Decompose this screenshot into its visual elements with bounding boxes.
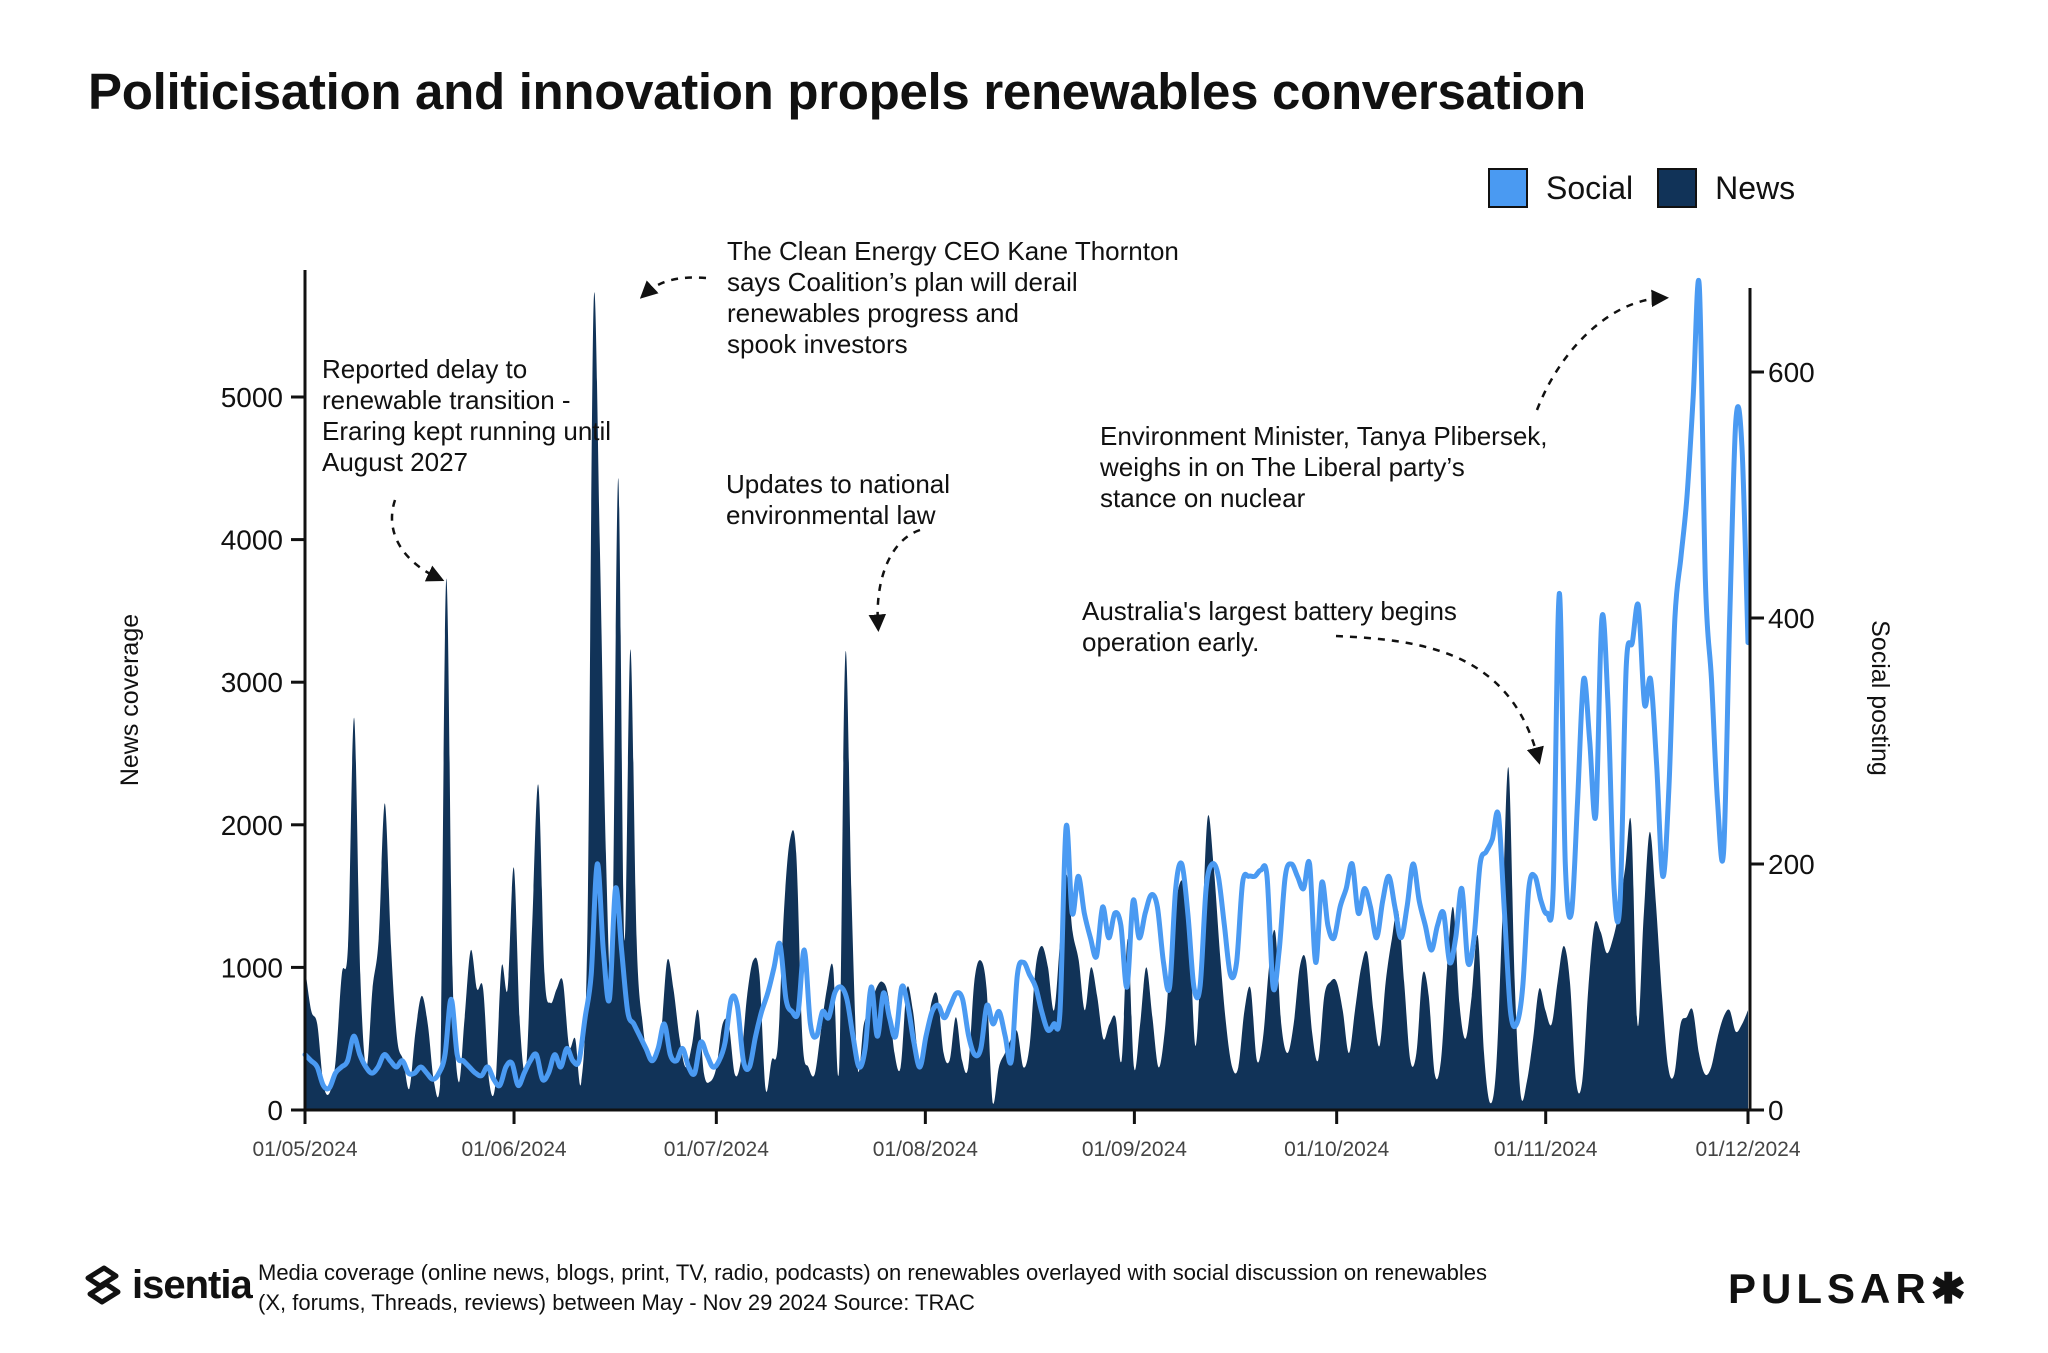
annotation-text: Australia's largest battery begins xyxy=(1082,596,1457,626)
annotation-arrow xyxy=(390,499,445,582)
footer-line-1: Media coverage (online news, blogs, prin… xyxy=(258,1260,1488,1285)
y-right-tick-label: 600 xyxy=(1768,357,1815,388)
x-tick-label: 01/05/2024 xyxy=(252,1138,357,1161)
y-axis-right-title: Social posting xyxy=(1866,620,1894,776)
legend-swatch-social xyxy=(1488,168,1528,208)
isentia-wordmark: isentia xyxy=(132,1262,253,1307)
x-tick-label: 01/06/2024 xyxy=(461,1138,566,1161)
annotation-text: spook investors xyxy=(727,329,908,359)
annotation-text: Environment Minister, Tanya Plibersek, xyxy=(1100,421,1548,451)
annotation-arrow xyxy=(1335,634,1544,765)
annotation-arrow xyxy=(868,528,921,632)
annotation-text: August 2027 xyxy=(322,447,468,477)
y-left-tick-label: 5000 xyxy=(221,382,283,413)
pulsar-logo: PULSAR✱ xyxy=(1728,1265,1971,1312)
annotation-arrow xyxy=(1535,289,1669,411)
footer-line-2: (X, forums, Threads, reviews) between Ma… xyxy=(258,1290,975,1315)
annotation-text: Reported delay to xyxy=(322,354,527,384)
annotation-text: renewable transition - xyxy=(322,385,571,415)
x-tick-label: 01/12/2024 xyxy=(1695,1138,1800,1161)
y-left-tick-label: 1000 xyxy=(221,952,283,983)
chart-title: Politicisation and innovation propels re… xyxy=(88,63,1586,120)
y-left-tick-label: 3000 xyxy=(221,667,283,698)
y-axis-left-title: News coverage xyxy=(116,614,144,786)
y-right-tick-label: 200 xyxy=(1768,849,1815,880)
legend-swatch-news xyxy=(1657,168,1698,208)
annotation-text: weighs in on The Liberal party’s xyxy=(1099,452,1465,482)
y-left-tick-label: 2000 xyxy=(221,810,283,841)
chart-legend: Social News xyxy=(1488,168,1801,208)
annotation-text: The Clean Energy CEO Kane Thornton xyxy=(727,236,1179,266)
x-tick-label: 01/09/2024 xyxy=(1082,1138,1187,1161)
annotation-text: operation early. xyxy=(1082,627,1259,657)
y-left-tick-label: 4000 xyxy=(221,525,283,556)
legend-item-news: News xyxy=(1657,168,1795,208)
y-right-tick-label: 0 xyxy=(1768,1095,1784,1126)
x-tick-label: 01/07/2024 xyxy=(664,1138,769,1161)
annotation-arrow xyxy=(639,276,707,299)
annotation-text: renewables progress and xyxy=(727,298,1019,328)
social-line-series xyxy=(302,278,1751,1092)
legend-label-news: News xyxy=(1715,169,1796,206)
x-tick-label: 01/08/2024 xyxy=(873,1138,978,1161)
x-tick-label: 01/10/2024 xyxy=(1284,1138,1389,1161)
annotation-text: stance on nuclear xyxy=(1100,483,1306,513)
isentia-mark-icon xyxy=(85,1265,121,1305)
annotation-text: Eraring kept running until xyxy=(322,416,611,446)
legend-label-social: Social xyxy=(1546,169,1634,206)
annotation-text: environmental law xyxy=(726,500,936,530)
annotation-text: Updates to national xyxy=(726,469,950,499)
legend-item-social: Social xyxy=(1488,168,1633,208)
y-left-tick-label: 0 xyxy=(267,1095,283,1126)
y-right-tick-label: 400 xyxy=(1768,603,1815,634)
annotation-text: says Coalition’s plan will derail xyxy=(727,267,1078,297)
footer-note: Media coverage (online news, blogs, prin… xyxy=(258,1258,1598,1318)
isentia-logo: isentia xyxy=(80,1262,253,1308)
x-tick-label: 01/11/2024 xyxy=(1494,1138,1598,1161)
